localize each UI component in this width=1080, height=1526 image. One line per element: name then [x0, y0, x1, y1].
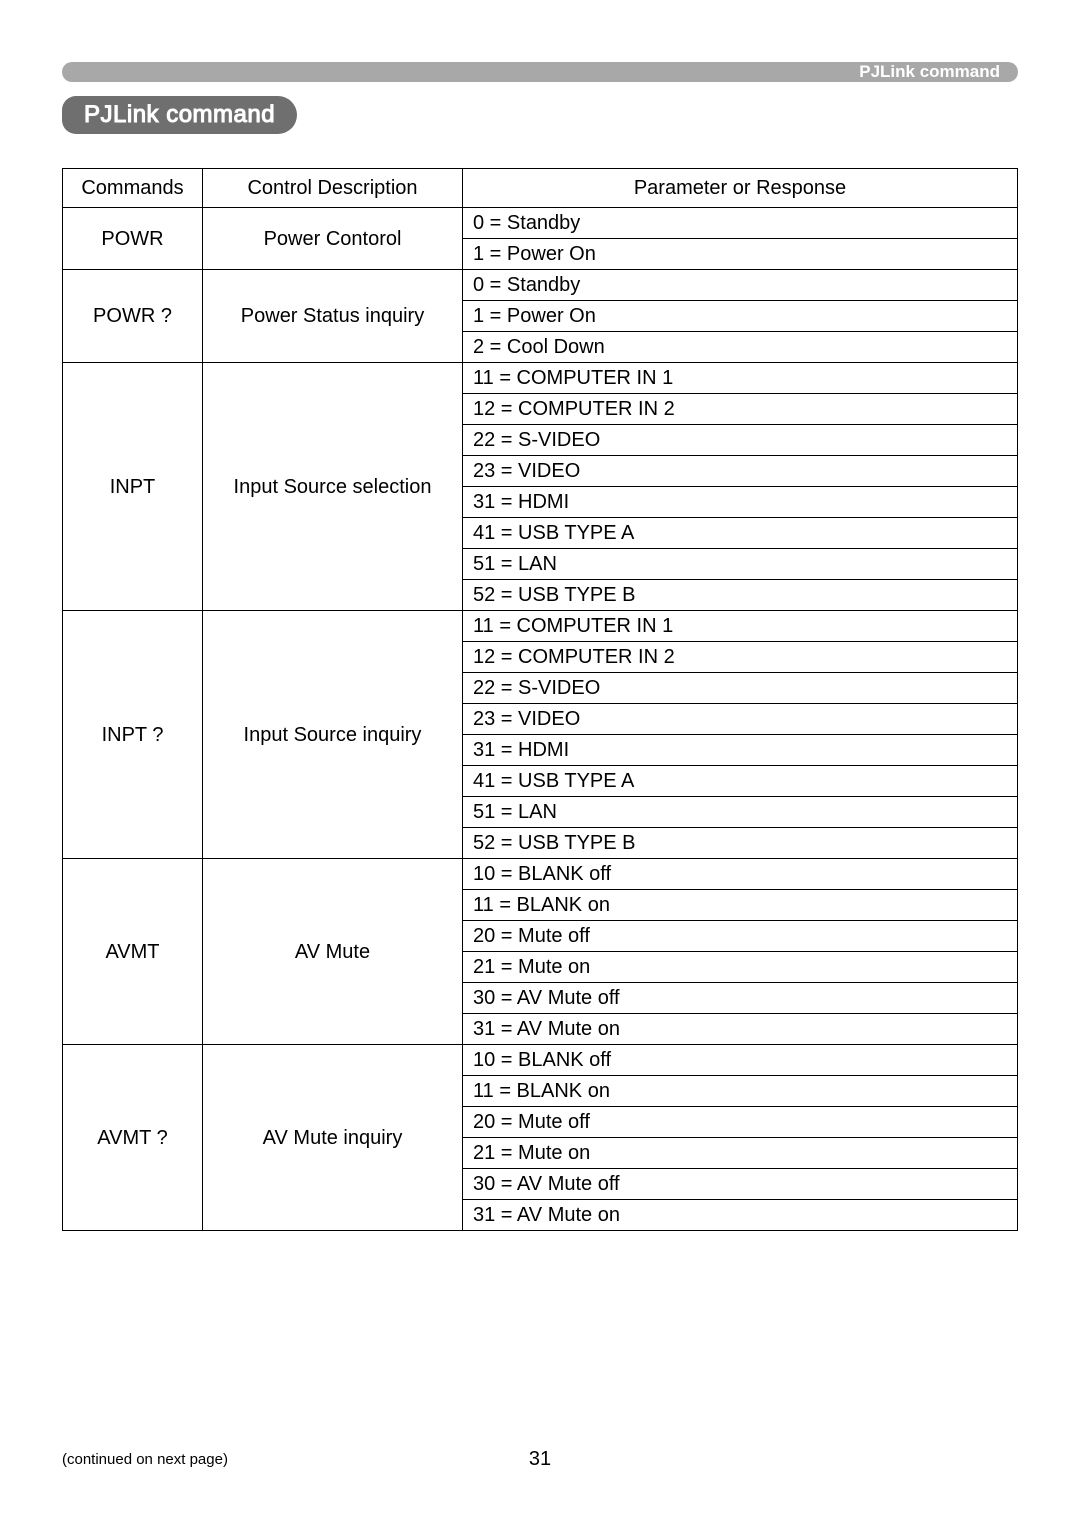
- parameter-cell: 12 = COMPUTER IN 2: [463, 394, 1018, 425]
- command-cell: POWR: [63, 208, 203, 270]
- parameter-cell: 12 = COMPUTER IN 2: [463, 642, 1018, 673]
- table-row: POWRPower Contorol0 = Standby: [63, 208, 1018, 239]
- parameter-cell: 10 = BLANK off: [463, 1045, 1018, 1076]
- parameter-cell: 30 = AV Mute off: [463, 1169, 1018, 1200]
- parameter-cell: 51 = LAN: [463, 797, 1018, 828]
- description-cell: Power Contorol: [203, 208, 463, 270]
- parameter-cell: 11 = BLANK on: [463, 1076, 1018, 1107]
- parameter-cell: 0 = Standby: [463, 208, 1018, 239]
- command-cell: POWR ?: [63, 270, 203, 363]
- breadcrumb-bar: PJLink command: [62, 62, 1018, 82]
- table-row: AVMT ?AV Mute inquiry10 = BLANK off: [63, 1045, 1018, 1076]
- parameter-cell: 22 = S-VIDEO: [463, 425, 1018, 456]
- parameter-cell: 20 = Mute off: [463, 921, 1018, 952]
- description-cell: AV Mute inquiry: [203, 1045, 463, 1231]
- table-row: INPTInput Source selection11 = COMPUTER …: [63, 363, 1018, 394]
- breadcrumb-label: PJLink command: [859, 62, 1000, 82]
- parameter-cell: 52 = USB TYPE B: [463, 580, 1018, 611]
- parameter-cell: 10 = BLANK off: [463, 859, 1018, 890]
- table-row: INPT ?Input Source inquiry11 = COMPUTER …: [63, 611, 1018, 642]
- parameter-cell: 20 = Mute off: [463, 1107, 1018, 1138]
- table-row: POWR ?Power Status inquiry0 = Standby: [63, 270, 1018, 301]
- section-pill: PJLink command: [76, 96, 297, 134]
- description-cell: AV Mute: [203, 859, 463, 1045]
- parameter-cell: 22 = S-VIDEO: [463, 673, 1018, 704]
- section-heading: PJLink command: [62, 96, 1018, 134]
- parameter-cell: 11 = BLANK on: [463, 890, 1018, 921]
- parameter-cell: 41 = USB TYPE A: [463, 766, 1018, 797]
- parameter-cell: 23 = VIDEO: [463, 704, 1018, 735]
- parameter-cell: 1 = Power On: [463, 239, 1018, 270]
- description-cell: Power Status inquiry: [203, 270, 463, 363]
- page: PJLink command PJLink command Commands C…: [0, 0, 1080, 1526]
- header-commands: Commands: [63, 169, 203, 208]
- parameter-cell: 41 = USB TYPE A: [463, 518, 1018, 549]
- table-header: Commands Control Description Parameter o…: [63, 169, 1018, 208]
- parameter-cell: 11 = COMPUTER IN 1: [463, 363, 1018, 394]
- command-cell: INPT ?: [63, 611, 203, 859]
- parameter-cell: 51 = LAN: [463, 549, 1018, 580]
- header-description: Control Description: [203, 169, 463, 208]
- description-cell: Input Source inquiry: [203, 611, 463, 859]
- table-row: AVMTAV Mute10 = BLANK off: [63, 859, 1018, 890]
- parameter-cell: 31 = HDMI: [463, 487, 1018, 518]
- page-footer: (continued on next page) 31: [62, 1451, 1018, 1468]
- section-title-text: PJLink command: [84, 101, 275, 129]
- table-body: POWRPower Contorol0 = Standby1 = Power O…: [63, 208, 1018, 1231]
- parameter-cell: 31 = AV Mute on: [463, 1014, 1018, 1045]
- parameter-cell: 52 = USB TYPE B: [463, 828, 1018, 859]
- parameter-cell: 1 = Power On: [463, 301, 1018, 332]
- parameter-cell: 23 = VIDEO: [463, 456, 1018, 487]
- parameter-cell: 31 = HDMI: [463, 735, 1018, 766]
- page-number: 31: [62, 1448, 1018, 1471]
- table-header-row: Commands Control Description Parameter o…: [63, 169, 1018, 208]
- section-pill-left-cap: [62, 96, 76, 134]
- parameter-cell: 21 = Mute on: [463, 1138, 1018, 1169]
- parameter-cell: 11 = COMPUTER IN 1: [463, 611, 1018, 642]
- command-cell: AVMT: [63, 859, 203, 1045]
- parameter-cell: 21 = Mute on: [463, 952, 1018, 983]
- parameter-cell: 0 = Standby: [463, 270, 1018, 301]
- parameter-cell: 30 = AV Mute off: [463, 983, 1018, 1014]
- command-cell: INPT: [63, 363, 203, 611]
- description-cell: Input Source selection: [203, 363, 463, 611]
- command-cell: AVMT ?: [63, 1045, 203, 1231]
- parameter-cell: 2 = Cool Down: [463, 332, 1018, 363]
- header-parameter: Parameter or Response: [463, 169, 1018, 208]
- parameter-cell: 31 = AV Mute on: [463, 1200, 1018, 1231]
- command-table: Commands Control Description Parameter o…: [62, 168, 1018, 1231]
